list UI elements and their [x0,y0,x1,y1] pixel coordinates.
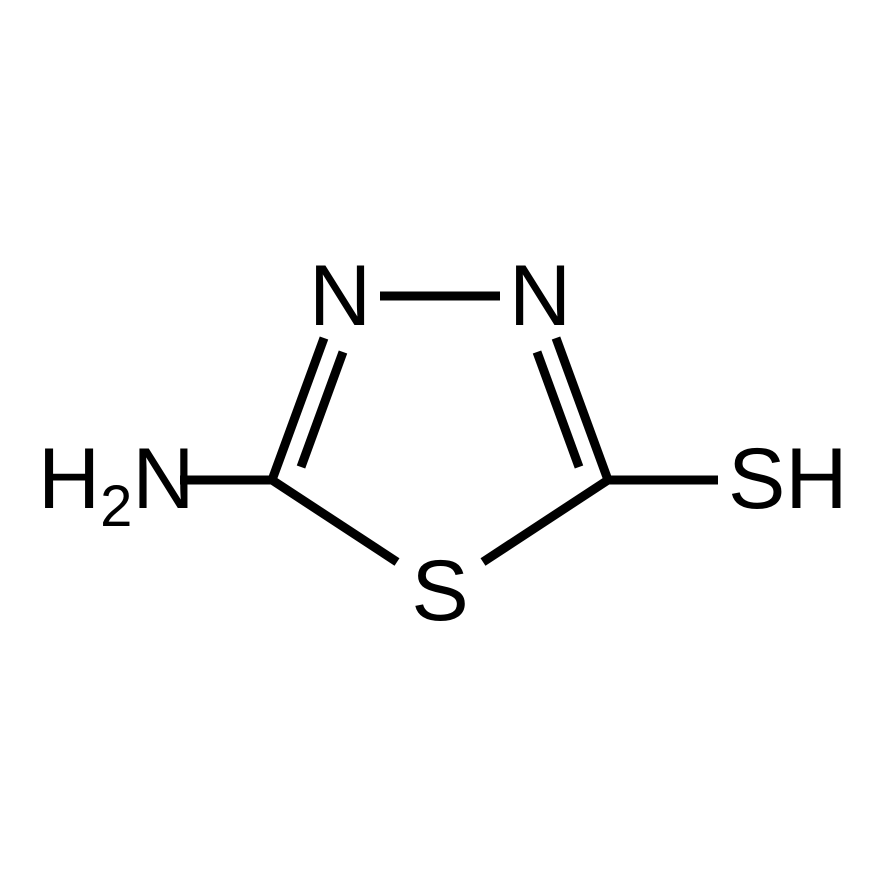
bond-c5-n4-double [537,338,608,480]
bond-c2-n3-double [272,338,343,480]
atom-n4: N [509,248,571,344]
bond-c2-s1 [272,480,397,562]
atom-nh2: H2N [38,431,194,539]
bond-c5-s1 [483,480,608,562]
atom-n3: N [309,248,371,344]
atom-s1: S [411,543,468,639]
atom-sh: SH [728,431,847,527]
molecule-diagram: N N S H2N SH [0,0,890,890]
